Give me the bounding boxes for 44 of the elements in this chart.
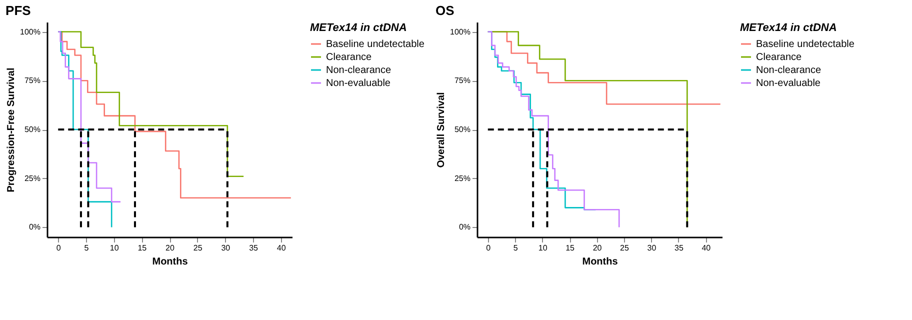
legend-label: Baseline undetectable xyxy=(326,39,425,50)
x-tick-label: 35 xyxy=(249,244,259,252)
x-tick-label: 10 xyxy=(110,244,120,252)
chart-title: PFS xyxy=(6,3,32,18)
x-tick-label: 25 xyxy=(193,244,203,252)
y-tick-label: 50% xyxy=(24,125,40,134)
x-axis-title: Months xyxy=(582,256,618,268)
x-tick-label: 40 xyxy=(276,244,286,252)
y-axis-title: Progression-Free Survival xyxy=(6,68,18,192)
x-tick-label: 0 xyxy=(56,244,62,252)
legend-label: Clearance xyxy=(756,52,802,63)
y-tick-label: 0% xyxy=(458,222,470,232)
y-tick-label: 50% xyxy=(454,125,470,134)
y-tick-label: 100% xyxy=(20,27,40,36)
x-tick-label: 15 xyxy=(566,244,576,252)
x-tick-label: 20 xyxy=(166,244,175,252)
y-tick-label: 25% xyxy=(24,174,40,183)
y-tick-label: 100% xyxy=(450,27,470,36)
x-tick-label: 25 xyxy=(620,244,630,252)
x-tick-label: 5 xyxy=(513,244,518,252)
y-tick-label: 25% xyxy=(454,174,470,183)
y-axis-title: Overall Survival xyxy=(436,92,448,168)
x-tick-label: 20 xyxy=(592,244,602,252)
legend-label: Baseline undetectable xyxy=(756,39,855,50)
legend-title: METex14 in ctDNA xyxy=(740,22,837,34)
legend-label: Non-clearance xyxy=(756,65,822,76)
x-tick-label: 30 xyxy=(221,244,231,252)
chart-title: OS xyxy=(436,3,455,18)
legend-label: Non-evaluable xyxy=(756,78,821,89)
y-tick-label: 75% xyxy=(454,76,470,86)
legend-label: Non-clearance xyxy=(326,65,392,76)
x-tick-label: 10 xyxy=(538,244,548,252)
legend-title: METex14 in ctDNA xyxy=(310,22,407,34)
x-axis-title: Months xyxy=(152,256,188,268)
y-tick-label: 75% xyxy=(24,76,40,86)
x-tick-label: 15 xyxy=(138,244,148,252)
x-tick-label: 40 xyxy=(702,244,712,252)
legend-label: Non-evaluable xyxy=(326,78,391,89)
x-tick-label: 0 xyxy=(486,244,492,252)
x-tick-label: 5 xyxy=(84,244,90,252)
legend-label: Clearance xyxy=(326,52,372,63)
y-tick-label: 0% xyxy=(28,222,40,232)
x-tick-label: 30 xyxy=(647,244,657,252)
x-tick-label: 35 xyxy=(674,244,684,252)
